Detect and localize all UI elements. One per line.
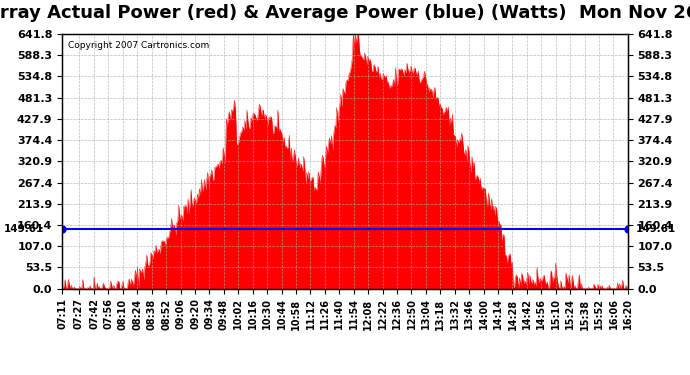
Text: Copyright 2007 Cartronics.com: Copyright 2007 Cartronics.com: [68, 41, 209, 50]
Text: West Array Actual Power (red) & Average Power (blue) (Watts)  Mon Nov 26 16:28: West Array Actual Power (red) & Average …: [0, 4, 690, 22]
Text: 149.61: 149.61: [3, 224, 44, 234]
Text: 149.61: 149.61: [636, 224, 676, 234]
